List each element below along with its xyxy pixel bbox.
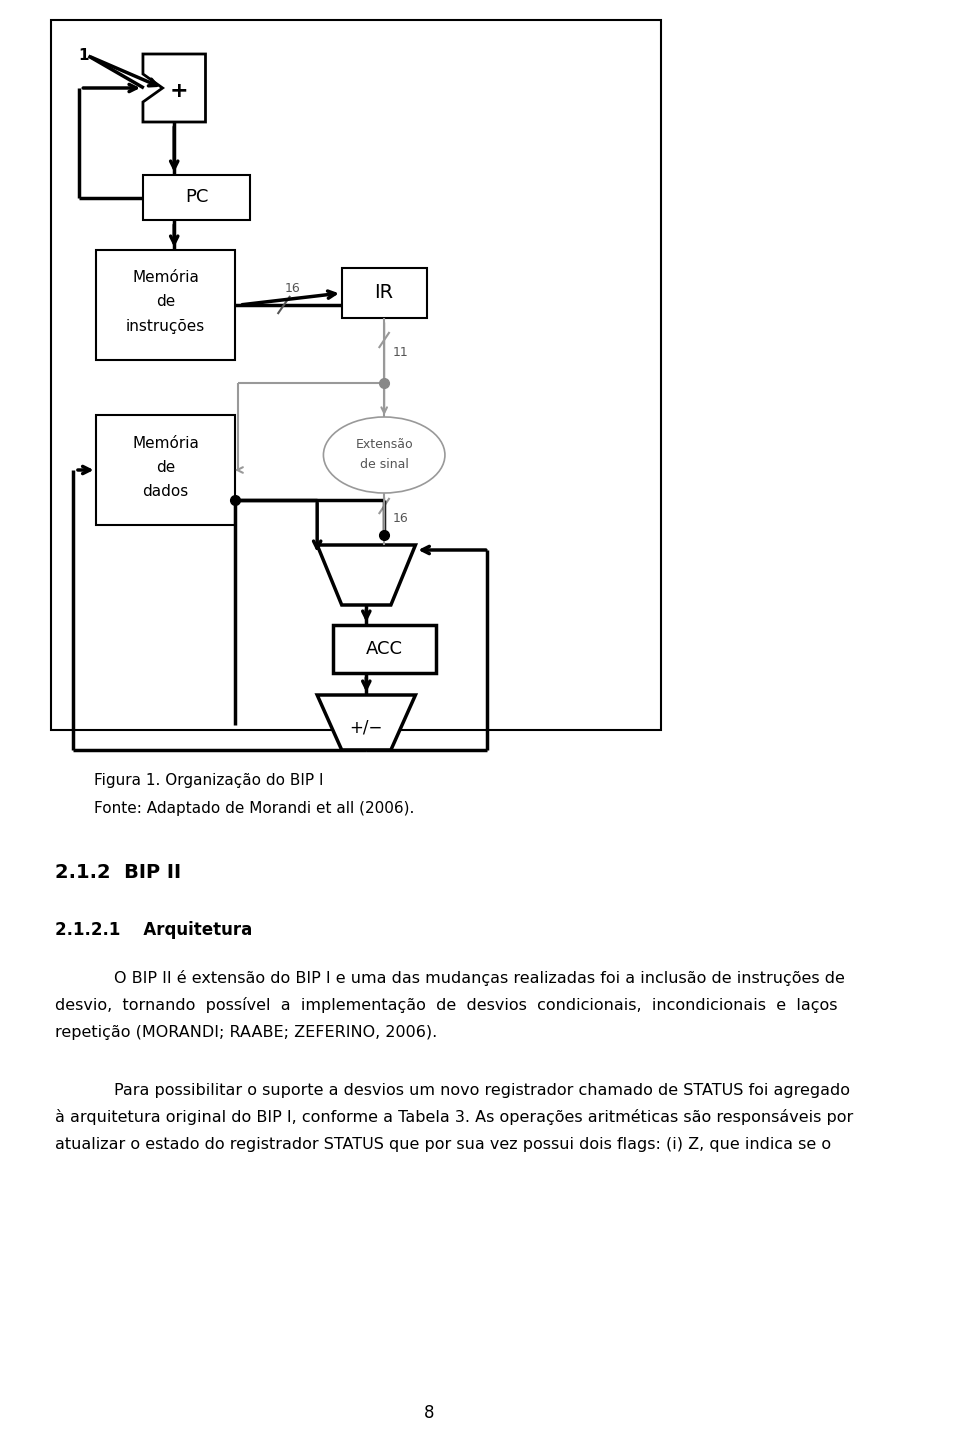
Bar: [143, 175, 251, 219]
Text: ACC: ACC: [366, 640, 402, 658]
Polygon shape: [317, 545, 416, 605]
Text: Para possibilitar o suporte a desvios um novo registrador chamado de STATUS foi : Para possibilitar o suporte a desvios um…: [114, 1083, 851, 1097]
Text: desvio,  tornando  possível  a  implementação  de  desvios  condicionais,  incon: desvio, tornando possível a implementaçã…: [56, 997, 838, 1012]
Text: IR: IR: [374, 284, 394, 303]
Bar: [333, 625, 436, 673]
Text: PC: PC: [185, 188, 208, 206]
Text: à arquitetura original do BIP I, conforme a Tabela 3. As operações aritméticas s: à arquitetura original do BIP I, conform…: [56, 1108, 853, 1126]
Text: O BIP II é extensão do BIP I e uma das mudanças realizadas foi a inclusão de ins: O BIP II é extensão do BIP I e uma das m…: [114, 969, 845, 987]
Text: 16: 16: [285, 282, 300, 295]
Bar: [97, 250, 235, 360]
Text: 2.1.2.1    Arquitetura: 2.1.2.1 Arquitetura: [56, 921, 252, 939]
Text: Fonte: Adaptado de Morandi et all (2006).: Fonte: Adaptado de Morandi et all (2006)…: [94, 800, 414, 816]
Bar: [97, 414, 235, 525]
Text: 1: 1: [79, 49, 89, 63]
Text: 11: 11: [393, 347, 408, 360]
Bar: [342, 268, 426, 318]
Text: +/−: +/−: [349, 718, 383, 736]
Text: repetição (MORANDI; RAABE; ZEFERINO, 2006).: repetição (MORANDI; RAABE; ZEFERINO, 200…: [56, 1024, 438, 1040]
Bar: [51, 20, 661, 730]
Text: 8: 8: [423, 1404, 434, 1423]
Text: 2.1.2  BIP II: 2.1.2 BIP II: [56, 862, 181, 882]
Text: de sinal: de sinal: [360, 459, 409, 472]
Text: de: de: [156, 459, 176, 475]
Polygon shape: [317, 695, 416, 750]
Text: Extensão: Extensão: [355, 439, 413, 452]
Ellipse shape: [324, 417, 444, 493]
Text: dados: dados: [143, 483, 189, 499]
Text: de: de: [156, 294, 176, 310]
Text: Memória: Memória: [132, 436, 199, 450]
Polygon shape: [143, 54, 205, 122]
Text: Memória: Memória: [132, 271, 199, 285]
Text: +: +: [169, 80, 188, 100]
Text: 16: 16: [393, 512, 408, 525]
Text: atualizar o estado do registrador STATUS que por sua vez possui dois flags: (i) : atualizar o estado do registrador STATUS…: [56, 1137, 831, 1152]
Text: instruções: instruções: [126, 318, 205, 334]
Text: Figura 1. Organização do BIP I: Figura 1. Organização do BIP I: [94, 773, 324, 787]
